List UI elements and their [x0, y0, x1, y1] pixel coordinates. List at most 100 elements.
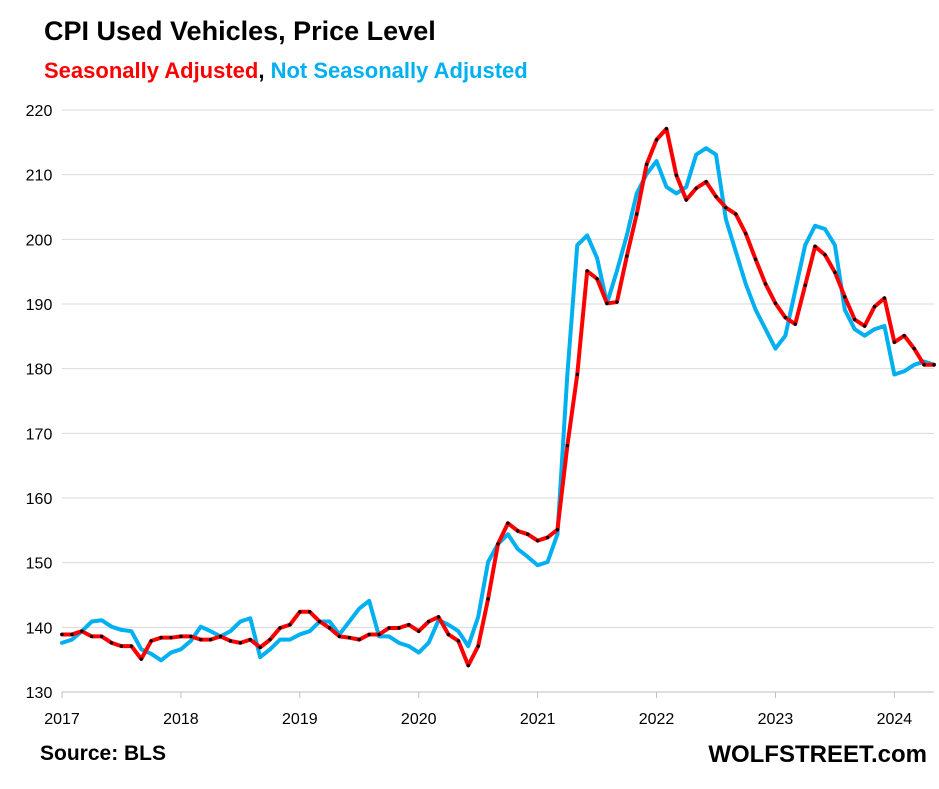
y-tick-label: 160	[26, 491, 53, 508]
x-tick-label: 2019	[282, 711, 318, 728]
sa-data-point	[456, 639, 461, 643]
sa-data-point	[753, 257, 758, 262]
sa-data-point	[853, 317, 857, 322]
sa-data-point	[644, 162, 649, 167]
sa-data-point	[208, 637, 213, 642]
sa-data-point	[932, 363, 936, 367]
y-tick-label: 180	[26, 362, 53, 379]
y-tick-label: 170	[26, 426, 53, 443]
series-line-sa	[60, 126, 936, 668]
sa-data-point	[149, 639, 153, 643]
sa-data-point	[506, 521, 510, 525]
sa-data-point	[347, 635, 352, 640]
sa-data-point	[674, 173, 679, 178]
sa-data-point	[119, 644, 124, 648]
brand-label: WOLFSTREET.com	[708, 741, 927, 768]
sa-data-point	[80, 629, 84, 633]
sa-data-point	[407, 623, 411, 627]
y-tick-label: 140	[26, 620, 53, 637]
sa-data-point	[228, 639, 233, 643]
sa-data-point	[199, 637, 203, 642]
sa-data-point	[843, 295, 847, 299]
sa-data-point	[446, 632, 451, 637]
y-tick-label: 190	[26, 297, 53, 314]
x-tick-label: 2018	[163, 711, 199, 728]
chart-title: CPI Used Vehicles, Price Level	[44, 16, 436, 46]
sa-data-point	[248, 637, 252, 642]
sa-data-point	[367, 632, 371, 637]
sa-data-point	[902, 333, 906, 338]
sa-data-point	[545, 535, 550, 540]
sa-data-point	[139, 657, 143, 661]
sa-data-point	[813, 244, 817, 249]
sa-data-point	[278, 626, 282, 630]
x-tick-label: 2023	[758, 711, 794, 728]
legend-sa: Seasonally Adjusted	[44, 58, 259, 83]
x-tick-label: 2017	[44, 711, 80, 728]
legend-separator: ,	[258, 58, 271, 83]
sa-data-point	[773, 301, 778, 306]
x-tick-label: 2024	[877, 711, 913, 728]
sa-data-point	[714, 194, 718, 199]
sa-data-point	[724, 205, 728, 210]
sa-data-point	[476, 644, 480, 648]
sa-data-point	[862, 324, 867, 328]
legend-nsa: Not Seasonally Adjusted	[270, 58, 528, 83]
sa-data-point	[189, 634, 193, 639]
sa-data-point	[327, 626, 332, 630]
sa-data-point	[734, 212, 738, 216]
sa-data-point	[605, 301, 609, 306]
sa-data-point	[744, 231, 748, 236]
x-tick-label: 2020	[401, 711, 437, 728]
sa-data-point	[496, 542, 500, 546]
sa-data-point	[635, 212, 639, 216]
sa-data-point	[308, 610, 312, 614]
sa-data-point	[169, 635, 173, 640]
sa-data-point	[238, 641, 243, 645]
sa-data-point	[575, 372, 579, 377]
source-label: Source: BLS	[40, 742, 167, 765]
sa-data-point	[833, 270, 837, 275]
sa-data-point	[704, 180, 708, 184]
y-tick-label: 220	[26, 103, 53, 120]
sa-data-point	[159, 635, 163, 640]
sa-data-point	[357, 637, 361, 642]
sa-data-point	[615, 300, 619, 304]
sa-data-point	[337, 634, 342, 639]
chart-subtitle: Seasonally Adjusted, Not Seasonally Adju…	[44, 58, 528, 84]
sa-data-point	[486, 597, 490, 601]
sa-data-point	[535, 538, 540, 543]
x-tick-label: 2022	[639, 711, 675, 728]
sa-data-point	[268, 637, 272, 642]
sa-data-point	[882, 296, 887, 300]
sa-data-point	[803, 283, 807, 287]
sa-data-point	[258, 645, 262, 650]
sa-data-point	[70, 632, 74, 637]
sa-data-point	[218, 634, 223, 639]
y-tick-label: 150	[26, 556, 53, 573]
y-tick-label: 210	[26, 168, 53, 185]
sa-data-point	[129, 644, 134, 648]
sa-data-point	[763, 282, 768, 286]
sa-data-point	[466, 663, 470, 668]
sa-data-point	[823, 253, 827, 257]
sa-data-point	[317, 619, 322, 624]
sa-data-point	[625, 254, 629, 258]
sa-data-point	[912, 346, 916, 351]
sa-data-point	[417, 629, 421, 633]
sa-data-point	[99, 634, 104, 639]
sa-data-point	[179, 634, 183, 639]
sa-data-point	[793, 322, 797, 326]
sa-data-point	[585, 269, 589, 273]
sa-data-point	[892, 340, 897, 344]
sa-data-point	[288, 623, 292, 627]
sa-data-point	[377, 632, 381, 637]
sa-data-point	[595, 277, 599, 281]
sa-data-point	[922, 363, 926, 367]
sa-data-point	[436, 615, 441, 619]
sa-data-point	[387, 626, 391, 630]
sa-data-point	[684, 198, 688, 202]
sa-data-point	[565, 443, 570, 448]
x-tick-label: 2021	[520, 711, 556, 728]
